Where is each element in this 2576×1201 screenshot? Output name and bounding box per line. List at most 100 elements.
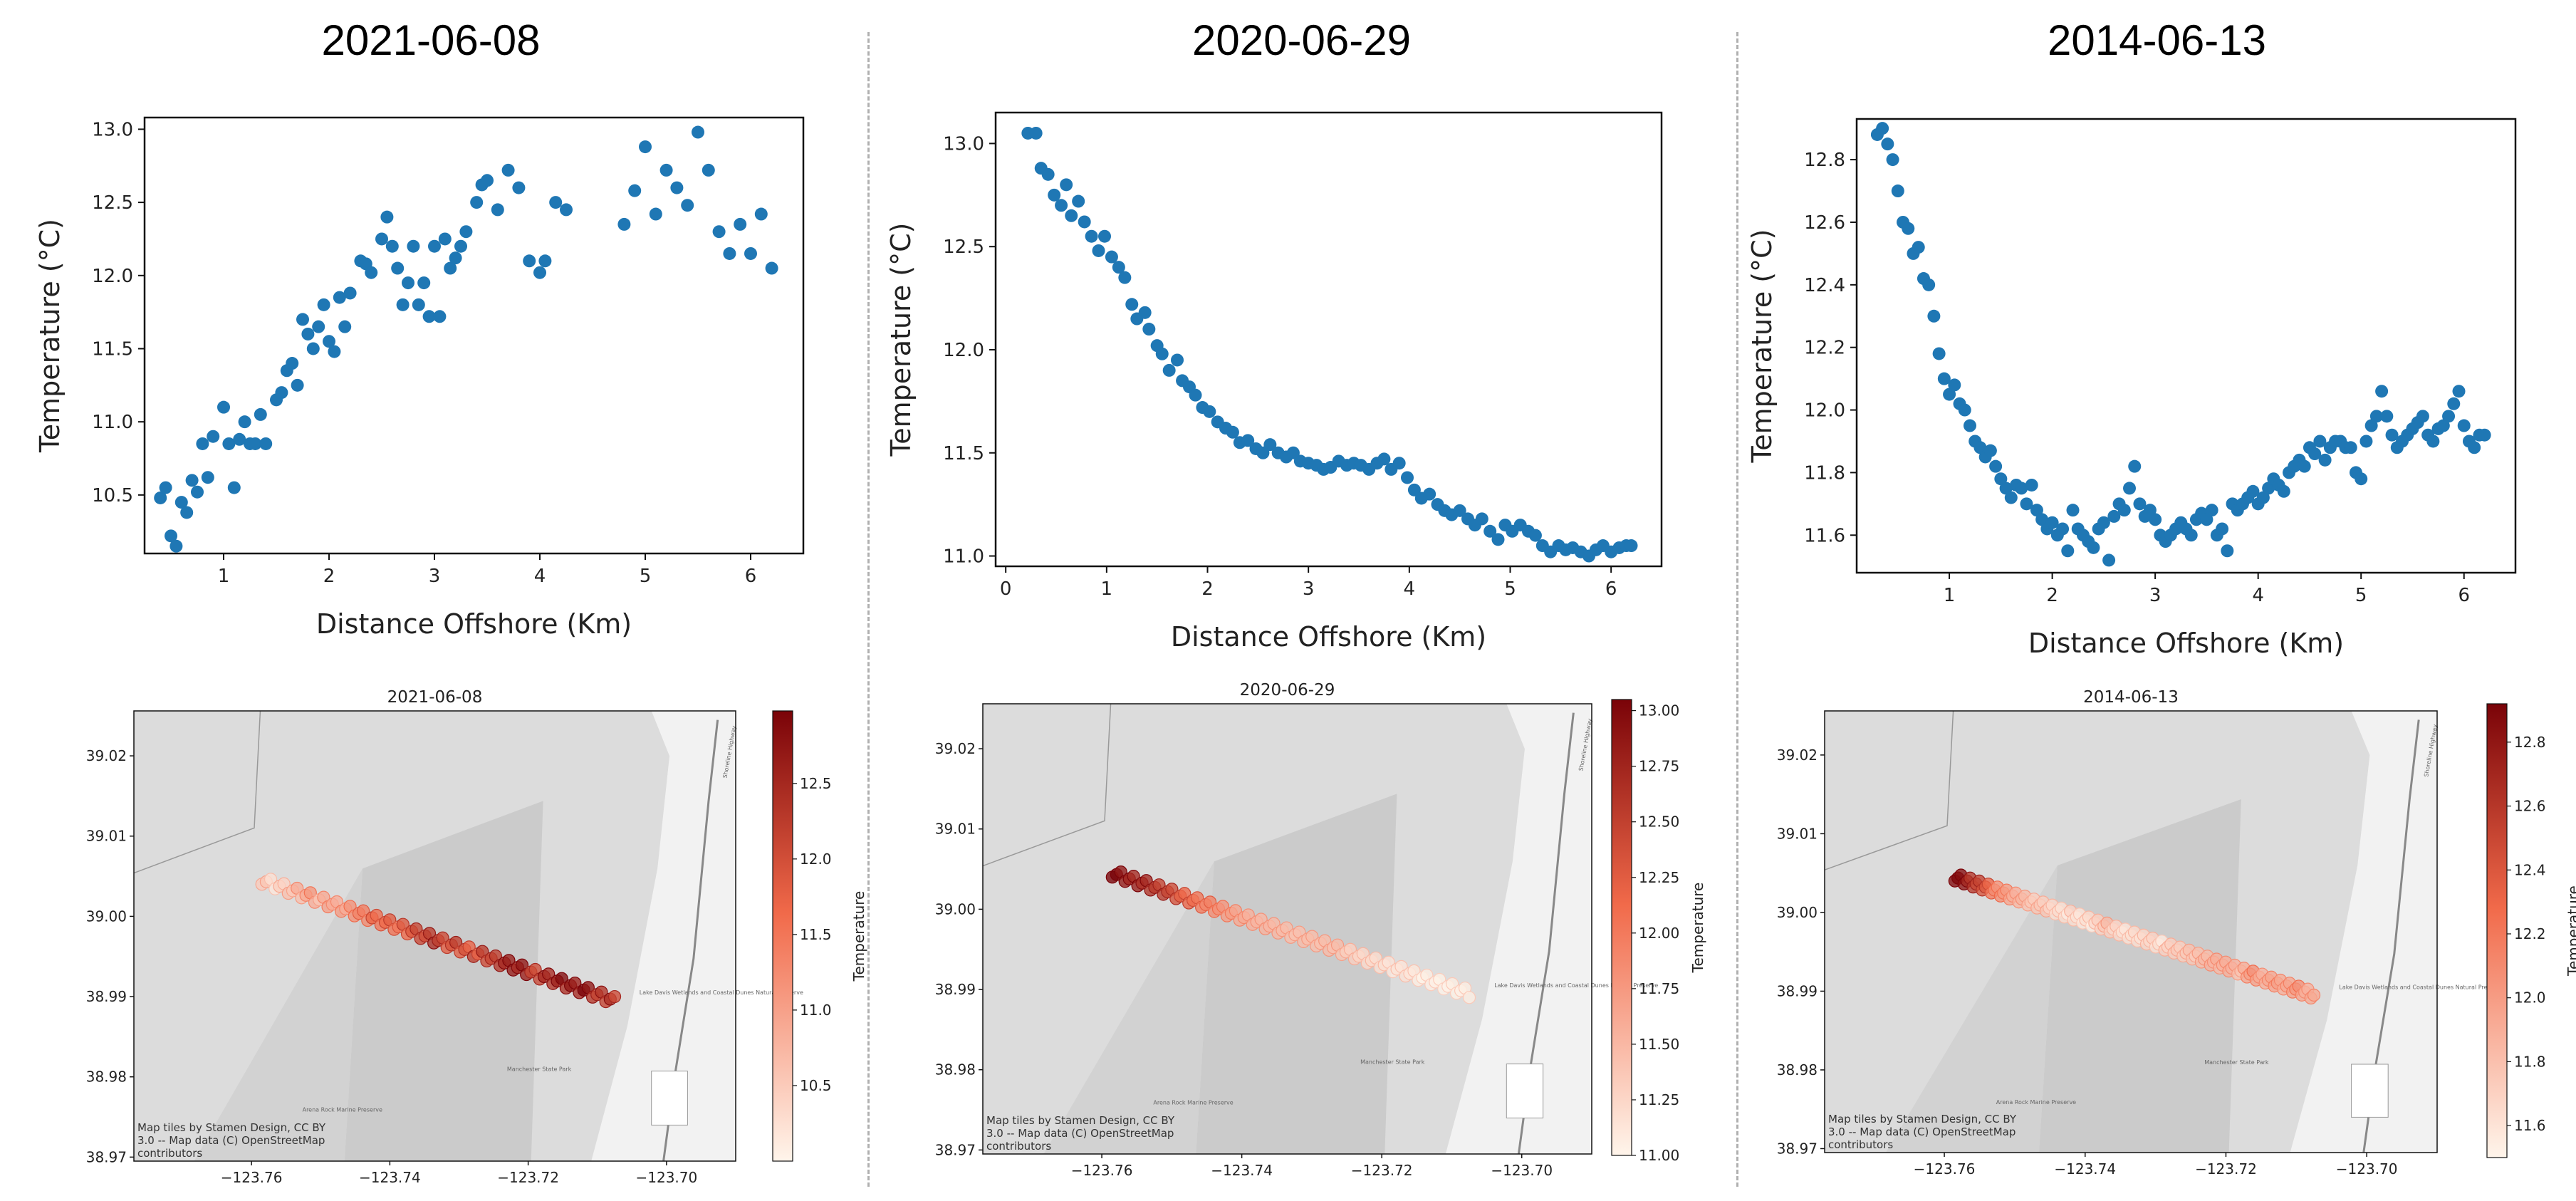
data-point (449, 251, 462, 265)
lat-tick-label: 39.00 (86, 908, 127, 925)
data-point (2364, 419, 2378, 432)
data-point (222, 437, 236, 450)
data-point (491, 203, 504, 217)
x-tick-label: 6 (745, 566, 757, 587)
data-point (523, 254, 536, 268)
data-point (1060, 178, 1073, 192)
data-point (2061, 544, 2075, 558)
data-point (407, 239, 420, 253)
colorbar-tick-label: 12.8 (2514, 734, 2546, 751)
data-point (1876, 122, 1889, 135)
colorbar-tick-label: 11.0 (800, 1002, 832, 1019)
data-point (2452, 385, 2466, 398)
data-point (402, 276, 414, 290)
data-point (428, 239, 441, 253)
map-2014: 2014-06-13 Lake Davis Wetlands and Coasta… (1777, 688, 2576, 1177)
x-tick-label: 6 (2458, 585, 2470, 606)
data-point (380, 210, 394, 224)
data-point (323, 335, 335, 348)
x-tick-label: 1 (218, 566, 230, 587)
map-title: 2014-06-13 (2083, 688, 2179, 707)
plot-frame (143, 116, 805, 555)
panel-date-title: 2021-06-08 (321, 16, 541, 64)
data-point (2030, 504, 2043, 517)
data-point (1927, 309, 1941, 323)
transect-point (608, 989, 622, 1004)
attribution-text: contributors (986, 1140, 1051, 1153)
data-point (2359, 435, 2373, 448)
lon-tick-label: −123.74 (1211, 1162, 1273, 1179)
colorbar-tick-label: 13.00 (1639, 702, 1679, 719)
data-point (1029, 126, 1043, 140)
data-point (1948, 378, 1961, 392)
data-point (1263, 438, 1277, 452)
attribution-text: contributors (1828, 1138, 1893, 1151)
lat-tick-label: 38.98 (86, 1069, 127, 1086)
y-tick-label: 11.5 (92, 338, 133, 360)
data-point (1138, 306, 1152, 319)
data-point (734, 217, 747, 231)
data-point (2117, 504, 2131, 517)
data-point (301, 327, 315, 340)
data-point (1085, 229, 1098, 243)
data-point (1881, 137, 1894, 151)
lon-tick-label: −123.72 (1351, 1162, 1413, 1179)
y-axis-label: Temperature (°C) (34, 219, 66, 453)
data-point (2149, 513, 2162, 526)
lat-tick-label: 39.01 (1777, 825, 1818, 842)
data-point (2200, 513, 2213, 526)
lat-tick-label: 39.02 (86, 747, 127, 764)
panel-divider (867, 32, 870, 1187)
data-point (2035, 513, 2049, 526)
data-point (1155, 347, 1169, 360)
data-point (1999, 482, 2013, 495)
data-point (412, 298, 425, 311)
data-point (1203, 405, 1216, 418)
building-block (2351, 1064, 2389, 1118)
attribution-text: contributors (137, 1147, 202, 1160)
lon-tick-label: −123.74 (2054, 1160, 2116, 1177)
data-point (2262, 482, 2275, 495)
data-point (306, 342, 320, 355)
data-point (375, 232, 388, 246)
data-point (2133, 497, 2147, 511)
data-point (227, 481, 241, 494)
data-point (333, 291, 346, 304)
data-point (2246, 484, 2260, 498)
x-tick-label: 1 (1944, 585, 1956, 606)
data-point (1491, 533, 1505, 546)
data-point (459, 225, 473, 239)
data-point (191, 485, 204, 499)
colorbar (772, 710, 793, 1162)
shaded-land-area (194, 868, 363, 1161)
colorbar-tick-label: 11.8 (2514, 1053, 2546, 1070)
transect-point (2307, 988, 2321, 1002)
x-tick-label: 1 (1101, 578, 1113, 600)
x-axis-label: Distance Offshore (Km) (2028, 628, 2344, 659)
data-point (2313, 435, 2327, 448)
data-point (617, 217, 631, 231)
colorbar-tick-label: 11.00 (1639, 1147, 1679, 1164)
data-point (249, 437, 262, 450)
place-label: Arena Rock Marine Preserve (1153, 1099, 1233, 1106)
colorbar-tick-label: 12.4 (2514, 861, 2546, 878)
data-point (2298, 459, 2311, 473)
data-point (365, 266, 378, 279)
data-point (233, 432, 246, 446)
data-point (433, 310, 447, 323)
lon-tick-label: −123.76 (1914, 1160, 1976, 1177)
data-point (712, 225, 726, 239)
data-point (2056, 522, 2070, 536)
data-point (2143, 504, 2157, 517)
data-point (1065, 209, 1078, 222)
data-point (692, 125, 704, 139)
lon-tick-label: −123.76 (221, 1169, 283, 1186)
x-tick-label: 3 (1303, 578, 1315, 600)
data-point (1483, 524, 1497, 538)
map-frame (1824, 710, 2438, 1153)
panel-2020: 2020-06-29 0 1 2 3 4 5 6 11.0 11.5 12.0 12.5 13.0 Di… (869, 0, 1734, 1201)
data-point (2436, 419, 2450, 432)
lat-tick-label: 39.01 (935, 821, 976, 838)
x-tick-label: 4 (2252, 585, 2264, 606)
lat-tick-label: 38.98 (1777, 1061, 1818, 1078)
